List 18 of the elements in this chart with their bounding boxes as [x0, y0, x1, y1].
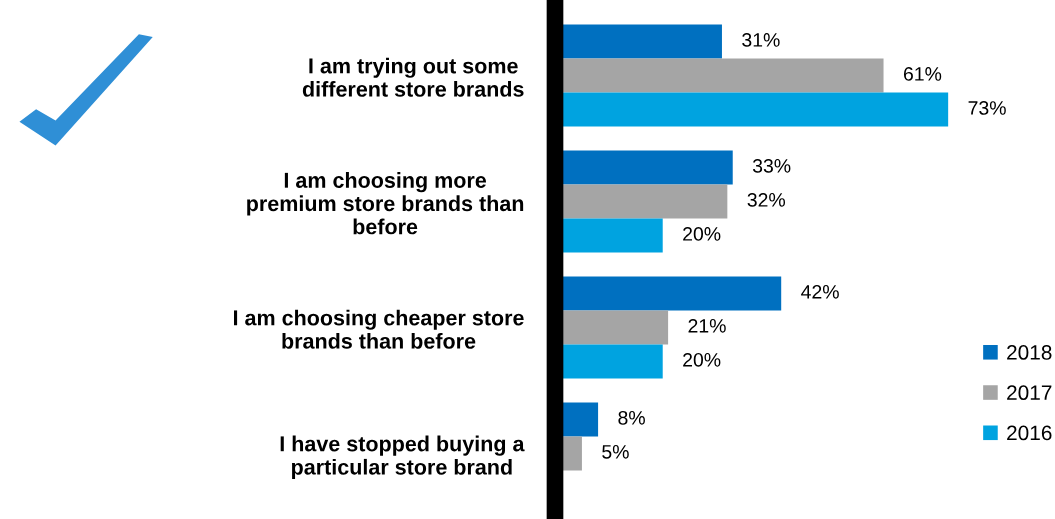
data-label: 5%: [602, 445, 629, 459]
data-label: 20%: [683, 352, 721, 367]
data-label: 73%: [968, 101, 1006, 115]
y-tick-label: I am choosing more premium store brands than before: [247, 172, 524, 235]
data-label: 31%: [742, 33, 780, 47]
data-label: 33%: [752, 158, 791, 173]
data-label: 61%: [903, 67, 942, 81]
data-label: 8%: [618, 410, 645, 425]
y-tick-label: I have stopped buying a particular store brand: [280, 435, 525, 479]
legend-label: 2018: [1007, 345, 1052, 360]
data-label: 21%: [688, 318, 726, 333]
y-tick-label: I am choosing cheaper store brands than before: [234, 309, 524, 349]
y-tick-label: I am trying out some different store brands: [302, 57, 524, 97]
data-label: 42%: [801, 284, 839, 299]
data-label: 20%: [683, 227, 721, 241]
legend-label: 2017: [1007, 385, 1052, 401]
data-label: 32%: [747, 193, 786, 207]
legend-label: 2016: [1007, 425, 1052, 441]
